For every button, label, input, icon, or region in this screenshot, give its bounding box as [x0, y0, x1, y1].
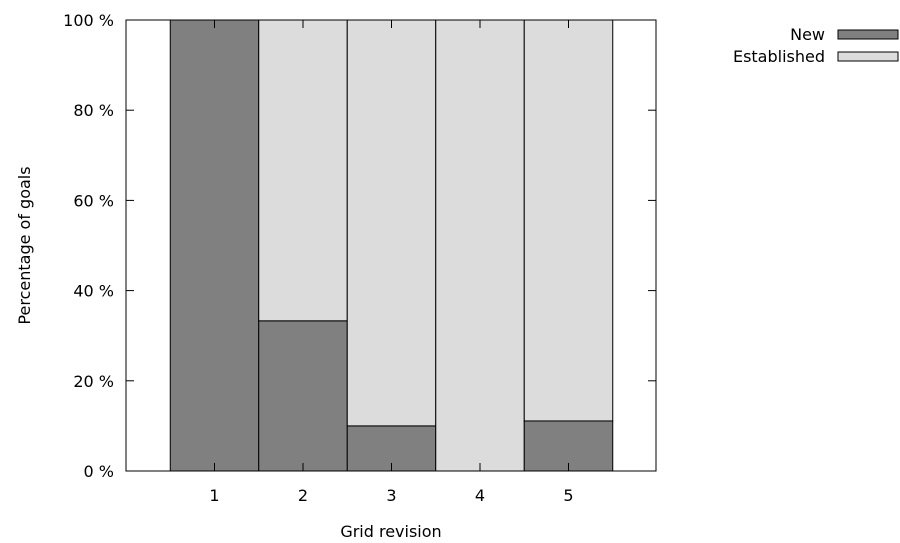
bar-established-5: [523, 19, 614, 422]
y-tick-label: 40 %: [73, 282, 114, 301]
bar-new-5: [523, 420, 614, 472]
legend-swatch-new: [837, 29, 899, 40]
x-tick-label: 3: [386, 486, 396, 505]
legend-swatch-established: [837, 51, 899, 62]
bar-new-1: [169, 19, 260, 472]
x-tick-label: 4: [475, 486, 485, 505]
axis-ticks: [126, 19, 656, 472]
bar-established-4: [435, 19, 525, 472]
bar-established-3: [346, 19, 437, 427]
bar-established-2: [258, 19, 348, 322]
x-axis-label: Grid revision: [340, 522, 441, 541]
y-tick-label: 20 %: [73, 372, 114, 391]
bar-new-2: [258, 320, 348, 472]
x-tick-label: 5: [563, 486, 573, 505]
y-tick-label: 100 %: [63, 11, 114, 30]
tick-labels: 0 % 20 % 40 % 60 % 80 % 100 % 1 2 3 4 5: [63, 11, 573, 505]
legend: New Established: [733, 25, 899, 66]
legend-label-established: Established: [733, 47, 825, 66]
x-tick-label: 1: [209, 486, 219, 505]
x-tick-label: 2: [298, 486, 308, 505]
y-tick-label: 60 %: [73, 191, 114, 210]
bars-group: [169, 19, 614, 472]
y-tick-label: 0 %: [84, 462, 114, 481]
y-tick-label: 80 %: [73, 101, 114, 120]
y-axis-label: Percentage of goals: [15, 166, 34, 324]
legend-label-new: New: [790, 25, 825, 44]
